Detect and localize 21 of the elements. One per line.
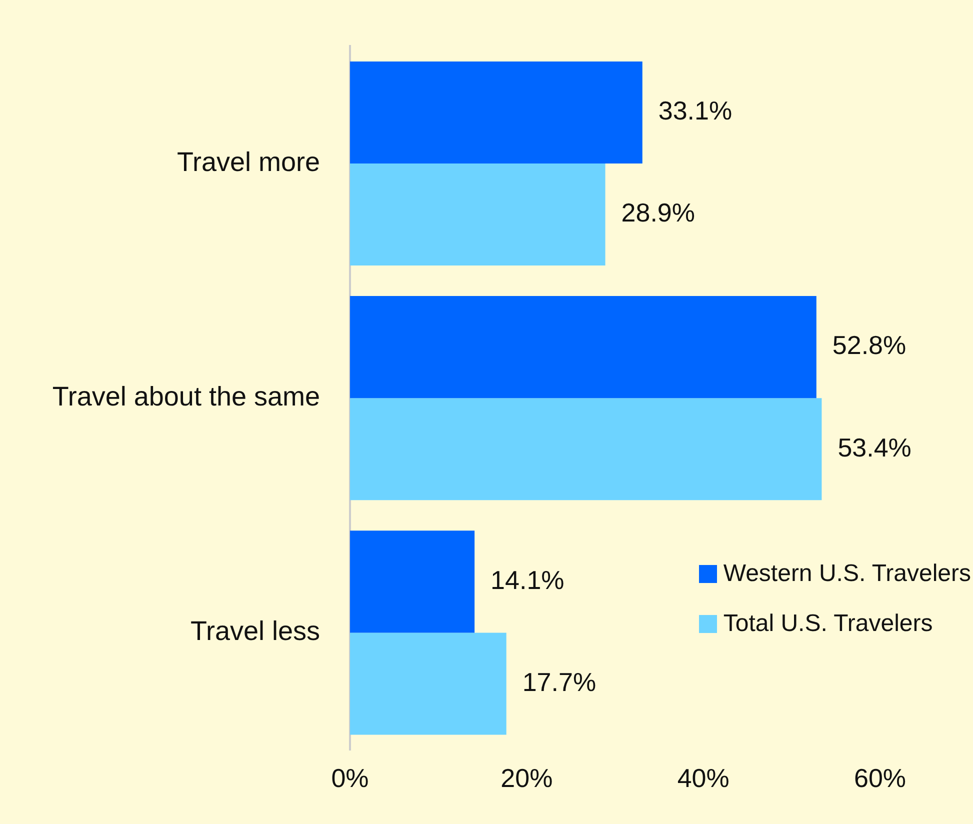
bar xyxy=(350,61,642,164)
x-tick-label: 40% xyxy=(677,762,730,793)
bar xyxy=(350,296,816,398)
data-label: 33.1% xyxy=(658,96,732,126)
data-label: 28.9% xyxy=(621,198,696,228)
x-tick-label: 20% xyxy=(500,762,553,793)
x-tick-label: 0% xyxy=(331,762,369,793)
y-tick-label: Travel more xyxy=(176,146,320,177)
y-tick-label: Travel less xyxy=(190,616,320,646)
bar xyxy=(350,398,822,500)
data-label: 53.4% xyxy=(838,432,912,462)
data-label: 14.1% xyxy=(490,564,564,595)
bar xyxy=(350,632,506,735)
data-label: 17.7% xyxy=(522,666,596,697)
x-tick-label: 60% xyxy=(854,762,906,793)
legend-label: Western U.S. Travelers xyxy=(723,560,971,588)
y-tick-label: Travel about the same xyxy=(52,382,320,412)
bar xyxy=(350,164,606,266)
legend-label: Total U.S. Travelers xyxy=(723,610,933,638)
data-label: 52.8% xyxy=(832,330,906,360)
bar xyxy=(350,530,475,633)
